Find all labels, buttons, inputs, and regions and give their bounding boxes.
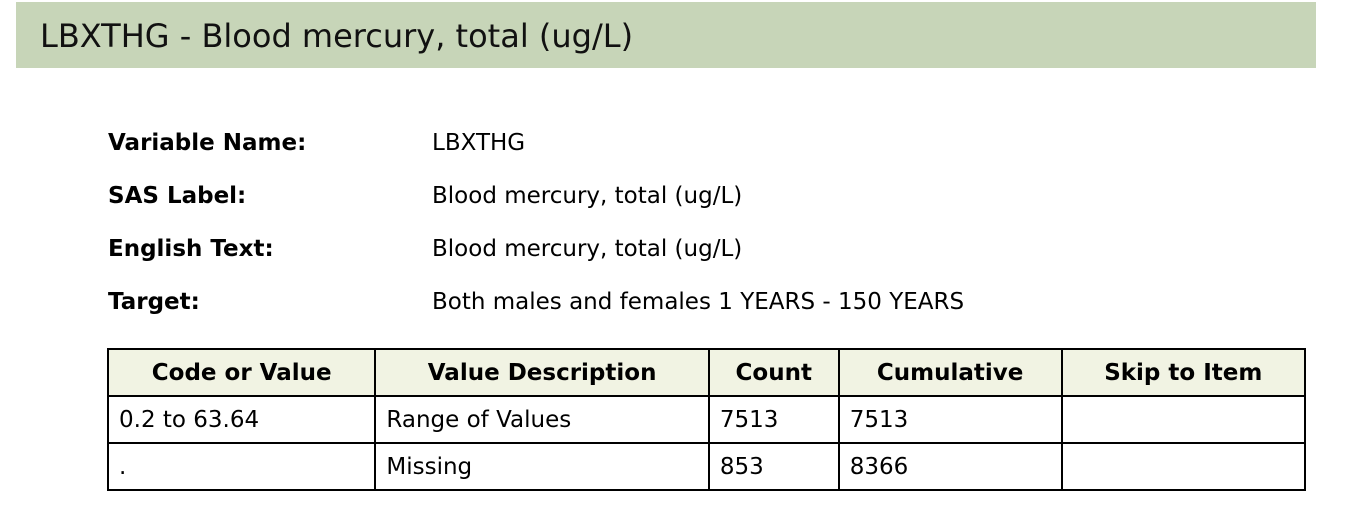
cell-count: 7513 [707, 395, 840, 444]
column-header-code: Code or Value [106, 348, 377, 397]
info-label: Variable Name: [108, 130, 307, 156]
info-value: Both males and females 1 YEARS - 150 YEA… [432, 289, 965, 315]
cell-count: 853 [707, 442, 840, 491]
info-label: Target: [108, 289, 200, 315]
page-header: LBXTHG - Blood mercury, total (ug/L) [16, 2, 1316, 68]
info-value: LBXTHG [432, 130, 526, 156]
info-value: Blood mercury, total (ug/L) [432, 236, 743, 262]
column-header-count: Count [707, 348, 840, 397]
info-label: English Text: [108, 236, 274, 262]
info-row-english-text: English Text: Blood mercury, total (ug/L… [108, 226, 1308, 279]
cell-skip [1060, 395, 1307, 444]
table-header-row: Code or Value Value Description Count Cu… [106, 348, 1307, 397]
table-row: 0.2 to 63.64 Range of Values 7513 7513 [106, 395, 1307, 444]
cell-skip [1060, 442, 1307, 491]
table-row: . Missing 853 8366 [106, 442, 1307, 491]
cell-description: Range of Values [374, 395, 710, 444]
page-title: LBXTHG - Blood mercury, total (ug/L) [40, 17, 634, 55]
info-label: SAS Label: [108, 183, 247, 209]
info-value: Blood mercury, total (ug/L) [432, 183, 743, 209]
info-row-sas-label: SAS Label: Blood mercury, total (ug/L) [108, 173, 1308, 226]
codebook-table: Code or Value Value Description Count Cu… [106, 348, 1307, 491]
column-header-cumulative: Cumulative [837, 348, 1063, 397]
info-row-target: Target: Both males and females 1 YEARS -… [108, 279, 1308, 332]
cell-cumulative: 7513 [837, 395, 1063, 444]
cell-code: 0.2 to 63.64 [106, 395, 377, 444]
variable-info: Variable Name: LBXTHG SAS Label: Blood m… [108, 120, 1308, 332]
cell-code: . [106, 442, 377, 491]
column-header-skip: Skip to Item [1060, 348, 1307, 397]
cell-description: Missing [374, 442, 710, 491]
column-header-description: Value Description [374, 348, 710, 397]
cell-cumulative: 8366 [837, 442, 1063, 491]
info-row-variable-name: Variable Name: LBXTHG [108, 120, 1308, 173]
